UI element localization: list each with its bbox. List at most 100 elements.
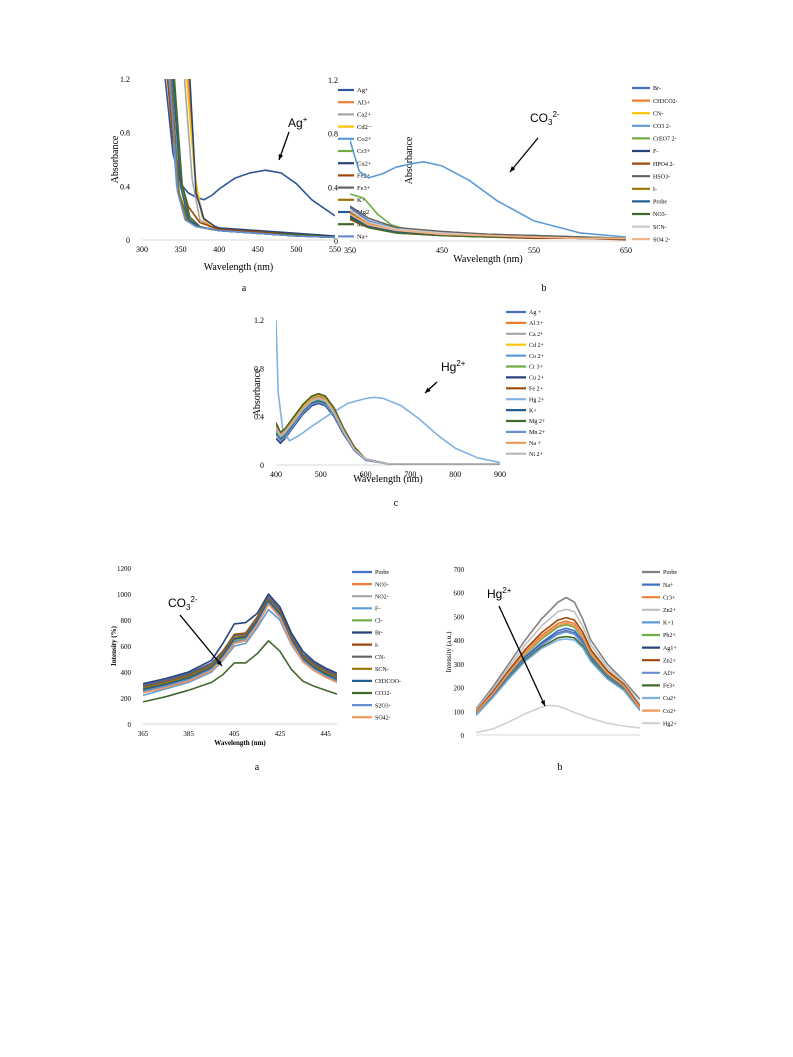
legend-label: Ag+ (357, 87, 369, 94)
panel-label: a (242, 283, 247, 294)
y-tick-label: 1.2 (254, 316, 264, 325)
chart-p5: 0 100 200 300 400 500 600 700 Intensity (a.u.) Hg… (445, 566, 677, 773)
x-tick-label: 550 (528, 246, 540, 255)
y-tick-label: 0 (260, 461, 264, 470)
legend-label: Fe3+ (357, 185, 371, 192)
x-axis-label: Wavelength (nm) (353, 474, 422, 485)
series-line (143, 640, 337, 703)
legend-label: CO32- (375, 691, 391, 697)
annotation-label: CO32- (168, 595, 198, 612)
legend-label: Co2+ (663, 709, 677, 715)
x-tick-label: 365 (138, 730, 149, 738)
series-line (276, 402, 500, 465)
y-tick-label: 0.8 (120, 129, 130, 138)
x-tick-label: 800 (449, 470, 461, 479)
arrow-head (216, 660, 222, 666)
y-axis-label: Absorbance (404, 136, 415, 184)
y-tick-label: 200 (121, 695, 132, 703)
y-tick-label: 500 (454, 613, 465, 621)
legend-label: Fe3+ (663, 684, 676, 690)
y-axis-label: Intensity (%) (110, 625, 118, 666)
x-tick-label: 425 (275, 730, 286, 738)
arrow-head (540, 700, 545, 706)
legend-label: K+1 (663, 621, 674, 627)
legend-label: Mn 2+ (529, 430, 546, 436)
legend-label: Cd2− (357, 124, 372, 131)
legend-label: Cr3+ (357, 148, 371, 155)
y-tick-label: 100 (454, 708, 465, 716)
legend-label: Cu 2+ (529, 376, 545, 382)
series-line (350, 205, 626, 240)
series-line (350, 140, 626, 238)
legend-label: NO3- (653, 212, 667, 218)
legend-label: S2O3- (375, 703, 391, 709)
series-group (143, 593, 337, 703)
legend-label: SCN- (375, 667, 389, 673)
legend-label: K+ (529, 408, 537, 414)
y-tick-label: 600 (121, 643, 132, 651)
chart-p4: 0 200 400 600 800 1000 1200 365 385 405 425 445 Wave… (110, 565, 401, 773)
y-axis-label: Intensity (a.u.) (445, 631, 453, 673)
series-line (276, 399, 500, 465)
annotation-label: Hg2+ (487, 586, 512, 601)
legend-label: HSO3- (653, 174, 670, 180)
series-line (143, 598, 337, 689)
legend-label: SO4 2- (653, 237, 670, 243)
annotation-arrow (498, 605, 546, 707)
legend-label: Mg 2+ (529, 419, 546, 425)
series-line (189, 79, 335, 237)
x-tick-label: 300 (136, 245, 148, 254)
y-tick-label: 400 (454, 637, 465, 645)
y-tick-label: 400 (121, 669, 132, 677)
x-axis-label: Wavelength (nm) (214, 739, 266, 747)
legend-label: Br- (375, 631, 383, 637)
legend-label: Ag + (529, 310, 542, 316)
legend-label: Cr 3+ (529, 365, 544, 371)
x-tick-label: 445 (320, 730, 331, 738)
series-line (476, 596, 640, 710)
series-line (476, 638, 640, 717)
y-axis-label: Absorbance (252, 368, 263, 416)
y-tick-label: 1.2 (120, 75, 130, 84)
panel-label: c (394, 498, 399, 509)
legend-label: Na+ (357, 234, 369, 241)
legend-label: CH3CO2- (653, 99, 678, 105)
chart-p3: 0 0.4 0.8 1.2 400 500 600 700 800 900 Wavelength (… (252, 310, 546, 509)
series-line (276, 400, 500, 465)
legend-label: Probe (653, 200, 667, 206)
x-tick-label: 350 (344, 246, 356, 255)
legend-label: CH3COO- (375, 679, 401, 685)
legend-label: Cu2+ (357, 160, 372, 167)
legend-label: CrEO7 2- (653, 137, 677, 143)
panel-label: a (255, 762, 260, 773)
legend-label: Cu2+ (663, 696, 677, 702)
legend-label: Ag1+ (663, 646, 677, 652)
legend-label: Mg2 (357, 209, 369, 216)
legend-label: Hg 2+ (529, 397, 545, 403)
y-tick-label: 200 (454, 685, 465, 693)
x-axis-label: Wavelength (nm) (453, 254, 522, 265)
series-line (476, 622, 640, 714)
legend-label: Na+ (663, 583, 674, 589)
series-group (476, 596, 640, 734)
x-tick-label: 700 (404, 470, 416, 479)
legend-label: Probe (663, 570, 677, 576)
annotation-label: Ag+ (288, 115, 308, 130)
legend-label: CN- (375, 655, 385, 661)
legend-label: NO2- (375, 594, 389, 600)
y-tick-label: 0.8 (254, 364, 264, 373)
legend-label: Ca2+ (357, 112, 371, 119)
legend-label: Fe2+ (357, 173, 371, 180)
y-tick-label: 0 (461, 732, 465, 740)
x-tick-label: 900 (494, 470, 506, 479)
legend-label: Probe (375, 570, 389, 576)
legend-label: I- (375, 643, 379, 649)
series-line (476, 616, 640, 713)
y-tick-label: 300 (454, 661, 465, 669)
legend-label: I- (653, 187, 657, 193)
legend-label: Cr3+ (663, 595, 676, 601)
x-tick-label: 405 (229, 730, 240, 738)
legend-label: Co2+ (357, 136, 372, 143)
y-tick-label: 0.8 (328, 130, 338, 139)
